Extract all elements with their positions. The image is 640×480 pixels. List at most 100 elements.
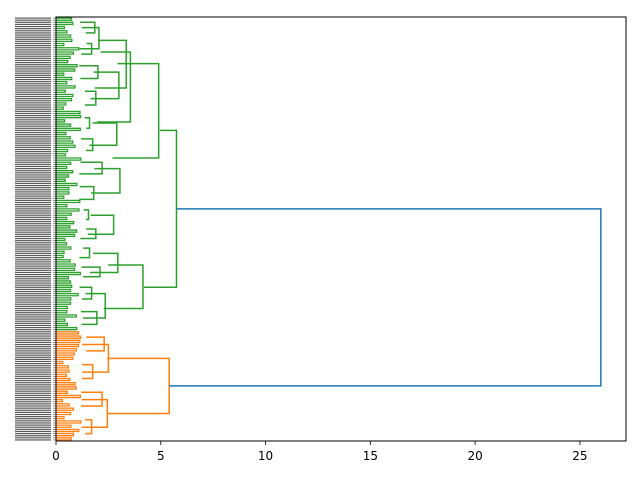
leaf-link [56,85,76,89]
leaf-label [15,64,51,66]
leaf-link [56,348,78,352]
leaf-link [56,131,67,136]
leaf-label [15,390,51,392]
leaf-label [15,214,51,216]
leaf-label [15,17,51,19]
leaf-link [56,432,75,437]
leaf-label [15,343,51,346]
leaf-link [56,301,72,305]
leaf-label [15,382,51,384]
leaf-label [15,346,51,348]
leaf-label [15,335,51,337]
leaf-label [15,161,51,163]
leaf-link [56,21,74,26]
leaf-label [15,265,51,267]
leaf-label [15,49,51,51]
leaf-label [15,273,51,276]
leaf-link [56,114,82,119]
leaf-link [56,229,78,233]
leaf-label [15,57,51,59]
leaf-link [56,17,73,21]
leaf-label [15,21,51,23]
leaf-link [56,233,76,238]
leaf-link [56,212,72,216]
leaf-label [15,142,51,144]
leaf-label [15,19,51,21]
leaf-label [15,411,51,413]
leaf-link [56,81,68,85]
leaf-link [56,356,74,361]
leaf-label [15,413,51,416]
orange-link [107,357,170,415]
leaf-label [15,119,51,121]
leaf-label [15,367,51,369]
leaf-link [56,123,72,127]
x-tick-label: 5 [157,449,165,463]
leaf-label [15,352,51,354]
leaf-label [15,437,51,439]
leaf-label [15,208,51,210]
leaf-label [15,307,51,310]
leaf-link [56,386,77,390]
leaf-link [56,394,81,399]
green-link [87,214,115,236]
leaf-label [15,30,51,32]
leaf-label [15,227,51,229]
leaf-link [56,182,78,187]
leaf-label [15,322,51,324]
green-link [84,116,91,130]
green-link [90,252,119,274]
leaf-label [15,396,51,399]
leaf-link [56,280,72,284]
leaf-link [56,136,71,140]
leaf-label [15,155,51,157]
leaf-link [56,343,80,348]
leaf-link [56,144,76,149]
leaf-label [15,140,51,142]
leaf-label [15,426,51,428]
leaf-link [56,305,68,310]
leaf-link [56,187,70,191]
leaf-label [15,206,51,208]
leaf-label [15,297,51,299]
leaf-label [15,78,51,81]
leaf-link [56,365,70,369]
leaf-link [56,284,73,288]
leaf-label [15,95,51,98]
leaf-link [56,191,70,195]
leaf-label [15,233,51,235]
leaf-link [56,178,66,182]
leaf-label [15,261,51,263]
leaf-link [56,259,71,263]
leaf-label [15,83,51,85]
leaf-label [15,303,51,305]
leaf-label [15,42,51,45]
leaf-link [56,203,68,208]
leaf-label [15,407,51,409]
leaf-label [15,151,51,153]
leaf-label [15,165,51,168]
leaf-label [15,318,51,320]
leaf-label [15,337,51,339]
leaf-label [15,55,51,57]
leaf-label [15,254,51,257]
leaf-label [15,403,51,405]
leaf-label [15,439,51,441]
leaf-link [56,339,81,344]
leaf-label [15,123,51,125]
leaf-label [15,316,51,318]
leaf-link [56,76,73,81]
leaf-link [56,373,67,377]
leaf-link [56,51,75,55]
green-link [83,209,90,221]
leaf-link [56,161,72,165]
leaf-label [15,148,51,151]
leaf-label [15,176,51,178]
leaf-link [56,326,78,331]
leaf-label [15,420,51,422]
leaf-label [15,98,51,100]
leaf-label [15,394,51,397]
leaf-label [15,284,51,286]
leaf-link [56,89,66,93]
leaf-label [15,405,51,407]
